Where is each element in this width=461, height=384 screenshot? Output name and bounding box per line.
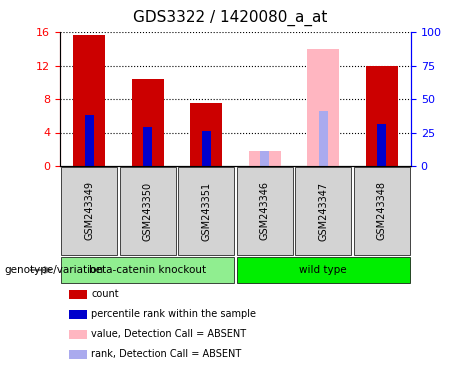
Bar xyxy=(132,79,164,166)
Bar xyxy=(307,49,339,166)
Text: rank, Detection Call = ABSENT: rank, Detection Call = ABSENT xyxy=(91,349,242,359)
Text: GSM243347: GSM243347 xyxy=(318,181,328,240)
Text: wild type: wild type xyxy=(300,265,347,275)
Text: value, Detection Call = ABSENT: value, Detection Call = ABSENT xyxy=(91,329,247,339)
Bar xyxy=(190,103,222,166)
Bar xyxy=(202,131,211,166)
Text: GSM243350: GSM243350 xyxy=(143,181,153,240)
Bar xyxy=(248,151,281,166)
Text: GSM243348: GSM243348 xyxy=(377,182,387,240)
Text: GSM243346: GSM243346 xyxy=(260,182,270,240)
Bar xyxy=(366,66,398,166)
Text: GSM243351: GSM243351 xyxy=(201,181,211,240)
Text: genotype/variation: genotype/variation xyxy=(5,265,104,275)
Text: GDS3322 / 1420080_a_at: GDS3322 / 1420080_a_at xyxy=(133,10,328,26)
Bar xyxy=(260,151,269,166)
Text: GSM243349: GSM243349 xyxy=(84,182,94,240)
Bar xyxy=(319,111,328,166)
Bar xyxy=(73,35,105,166)
Bar xyxy=(143,127,152,166)
Bar xyxy=(85,115,94,166)
Bar xyxy=(378,124,386,166)
Text: beta-catenin knockout: beta-catenin knockout xyxy=(89,265,207,275)
Text: percentile rank within the sample: percentile rank within the sample xyxy=(91,310,256,319)
Text: count: count xyxy=(91,290,119,300)
